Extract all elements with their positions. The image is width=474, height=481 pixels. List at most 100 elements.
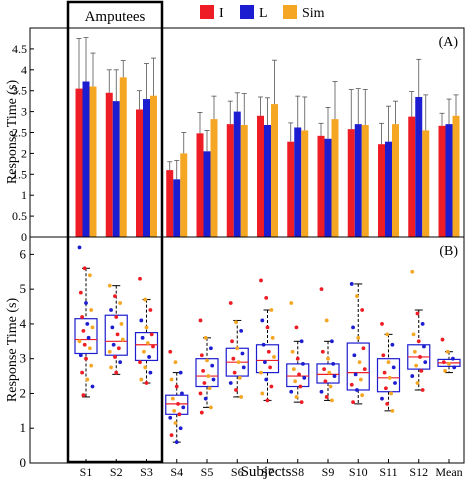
data-point-l xyxy=(209,346,213,351)
data-point-i xyxy=(297,372,301,377)
data-point-l xyxy=(260,318,265,323)
bar-sim xyxy=(240,124,248,237)
data-point-l xyxy=(422,344,426,349)
bar-sim xyxy=(180,153,188,237)
bar-l xyxy=(445,124,453,237)
data-point-sim xyxy=(144,325,149,330)
data-point-sim xyxy=(260,391,265,396)
bar-i xyxy=(408,116,416,237)
bar-i xyxy=(347,129,355,237)
data-point-sim xyxy=(355,294,359,299)
data-point-i xyxy=(198,391,203,396)
x-axis-label: Subjects xyxy=(241,464,292,480)
data-point-i xyxy=(199,353,204,358)
data-point-sim xyxy=(205,358,209,363)
bar-i xyxy=(105,92,113,237)
data-point-sim xyxy=(411,332,416,337)
data-point-sim xyxy=(356,335,361,340)
box xyxy=(255,344,280,374)
x-tick-label: Mean xyxy=(435,465,462,479)
data-point-i xyxy=(232,370,237,375)
bar-l xyxy=(415,96,423,237)
y-tick-label-b: 1 xyxy=(20,420,27,435)
data-point-i xyxy=(81,328,86,333)
data-point-i xyxy=(269,384,274,389)
data-point-i xyxy=(322,367,326,372)
data-point-l xyxy=(90,384,95,389)
x-tick-label: S5 xyxy=(201,465,214,479)
y-tick-label-a: 2 xyxy=(21,146,27,160)
y-tick-label-b: 2 xyxy=(20,385,27,400)
data-point-sim xyxy=(85,377,90,382)
data-point-l xyxy=(147,355,152,359)
bar-i xyxy=(378,144,385,237)
data-point-i xyxy=(198,318,203,323)
data-point-l xyxy=(174,440,179,445)
data-point-sim xyxy=(107,349,112,354)
data-point-sim xyxy=(414,363,419,368)
data-point-sim xyxy=(324,318,329,323)
data-point-l xyxy=(180,391,184,396)
data-point-i xyxy=(81,393,86,398)
data-point-sim xyxy=(326,356,330,361)
box xyxy=(74,318,98,355)
data-point-sim xyxy=(291,367,296,372)
x-tick-label: S3 xyxy=(140,465,153,479)
bar-sim xyxy=(392,124,399,237)
box xyxy=(195,358,219,388)
data-point-sim xyxy=(270,335,275,340)
data-point-sim xyxy=(170,396,175,401)
x-tick-label: S1 xyxy=(80,465,93,479)
data-point-l xyxy=(241,365,246,370)
data-point-sim xyxy=(88,346,92,351)
x-tick-label: S2 xyxy=(110,465,123,479)
panel-b-plot: 0 1 2 3 4 5 6 xyxy=(20,245,461,470)
data-point-sim xyxy=(120,337,125,342)
legend: I L Sim xyxy=(200,5,325,21)
data-point-i xyxy=(202,381,207,385)
y-tick-label-a: 0 xyxy=(21,230,27,244)
box xyxy=(134,332,159,362)
data-point-i xyxy=(441,360,446,365)
x-tick-label: S12 xyxy=(409,465,428,479)
data-point-l xyxy=(118,360,123,365)
data-point-l xyxy=(302,375,307,380)
legend-label-sim: Sim xyxy=(302,6,325,21)
data-point-l xyxy=(210,363,215,368)
data-point-sim xyxy=(269,308,274,312)
data-point-l xyxy=(420,322,425,326)
data-point-i xyxy=(138,360,142,365)
data-point-l xyxy=(380,396,384,401)
data-point-i xyxy=(114,370,119,375)
data-point-sim xyxy=(173,421,178,425)
y-tick-label-a: 3 xyxy=(21,105,27,119)
data-point-i xyxy=(138,276,142,281)
data-point-sim xyxy=(119,322,124,326)
data-point-sim xyxy=(410,269,415,274)
data-point-l xyxy=(109,308,113,312)
data-point-i xyxy=(80,315,84,319)
data-point-l xyxy=(423,360,428,365)
data-point-l xyxy=(181,405,186,410)
y-tick-label-b: 3 xyxy=(20,351,27,366)
data-point-l xyxy=(139,318,144,323)
bar-l xyxy=(385,141,392,237)
data-point-l xyxy=(168,415,173,420)
data-point-i xyxy=(324,395,329,399)
data-point-l xyxy=(203,396,208,401)
data-point-sim xyxy=(234,320,238,325)
data-point-l xyxy=(110,325,115,330)
data-point-l xyxy=(264,377,269,382)
panel-a-plot: 0 0.5 1 1.5 2 2.5 3 3.5 4 4.5 xyxy=(12,37,460,244)
bar-l xyxy=(294,127,302,237)
box xyxy=(316,363,340,384)
y-tick-label-b: 5 xyxy=(20,281,27,296)
data-point-i xyxy=(385,401,390,406)
data-point-i xyxy=(266,349,271,354)
legend-swatch-sim xyxy=(283,5,297,19)
data-point-i xyxy=(148,308,153,312)
data-point-i xyxy=(231,356,236,361)
y-tick-label-a: 4.5 xyxy=(12,42,27,56)
box xyxy=(376,358,401,393)
